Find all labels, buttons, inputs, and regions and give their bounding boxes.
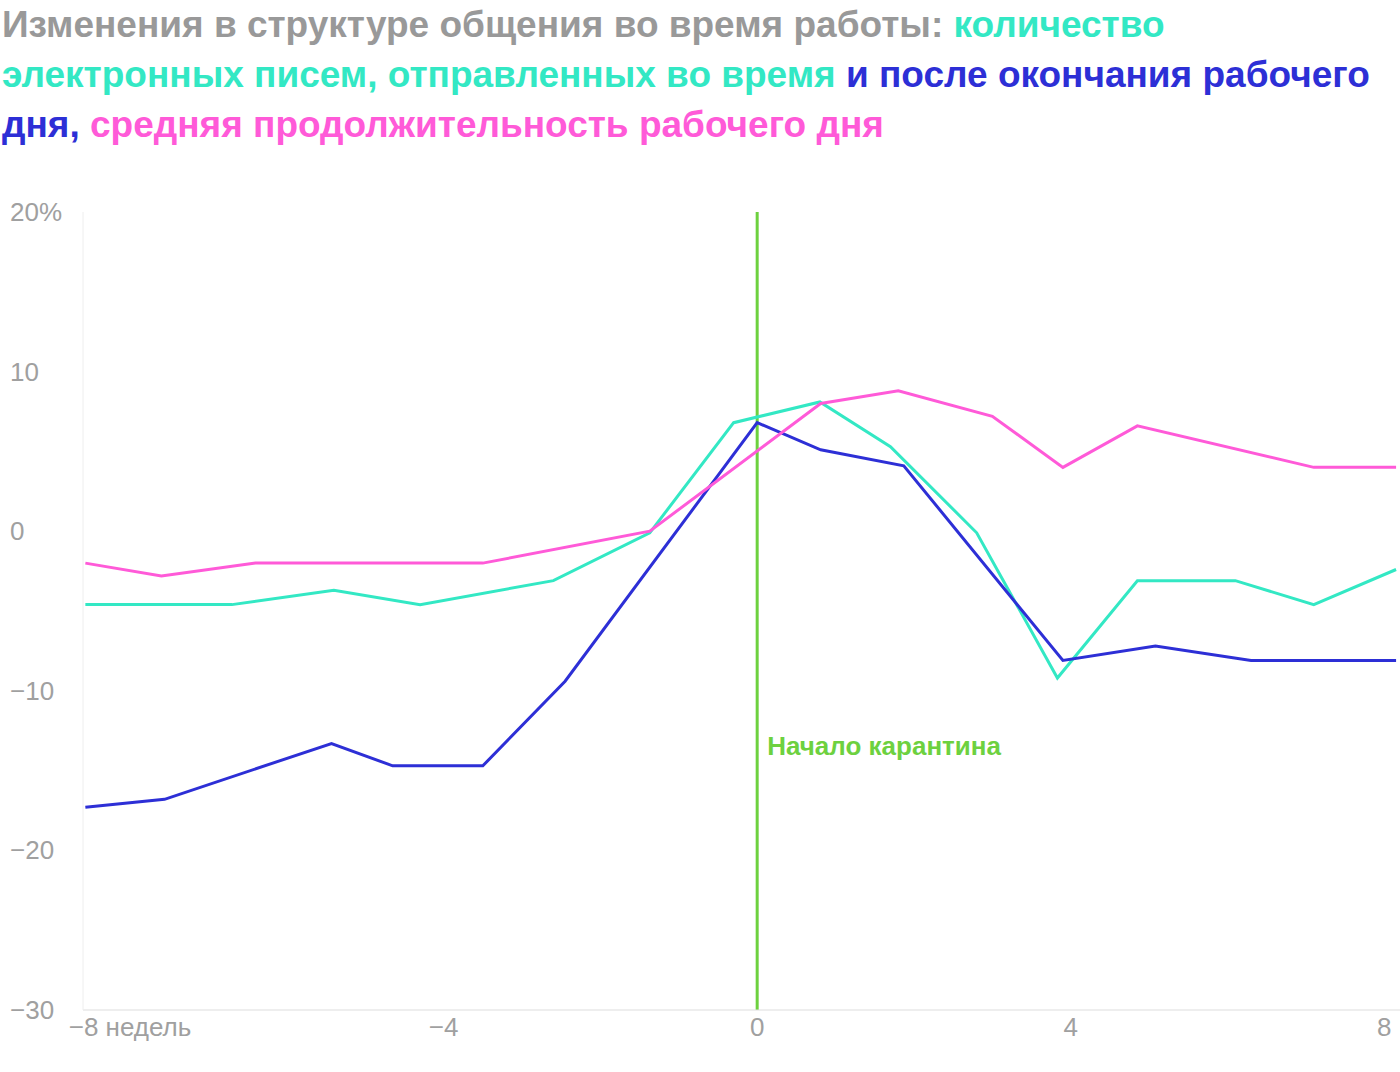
svg-text:−4: −4: [429, 1012, 459, 1042]
svg-text:10: 10: [10, 357, 39, 387]
svg-text:20%: 20%: [10, 197, 62, 227]
html-text:Изменения в структуре общения: Изменения в структуре общения во время р…: [2, 4, 1370, 145]
svg-text:Начало карантина: Начало карантина: [767, 731, 1001, 761]
svg-text:−10: −10: [10, 676, 54, 706]
svg-text:4: 4: [1064, 1012, 1078, 1042]
svg-text:8: 8: [1377, 1012, 1391, 1042]
svg-text:−30: −30: [10, 995, 54, 1025]
svg-text:−8 недель: −8 недель: [69, 1012, 192, 1042]
svg-text:0: 0: [750, 1012, 764, 1042]
svg-text:0: 0: [10, 516, 24, 546]
svg-text:−20: −20: [10, 835, 54, 865]
